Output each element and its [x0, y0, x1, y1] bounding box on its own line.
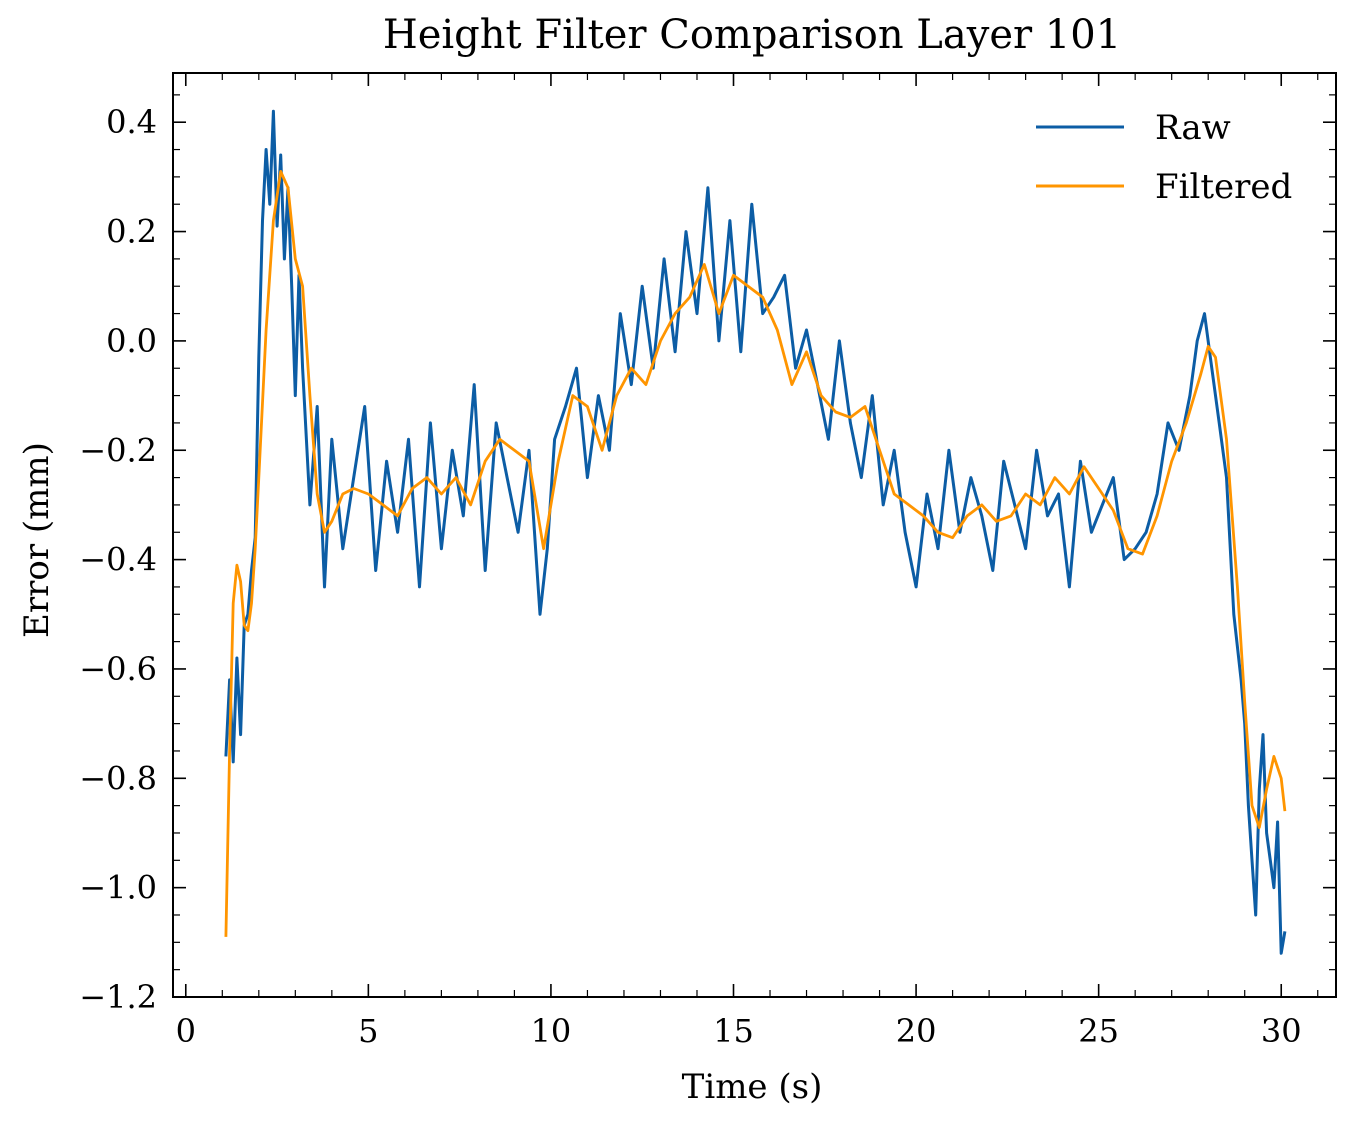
plot-area — [224, 109, 1287, 955]
legend-label-filtered: Filtered — [1155, 167, 1292, 207]
y-tick-label: 0.4 — [106, 103, 157, 141]
legend-label-raw: Raw — [1155, 108, 1231, 148]
y-tick-label: 0.2 — [106, 213, 157, 251]
series-line-filtered — [224, 169, 1287, 937]
x-tick-label: 0 — [176, 1012, 196, 1050]
x-tick-label: 15 — [713, 1012, 754, 1050]
y-tick-label: 0.0 — [106, 322, 157, 360]
y-tick-label: −1.0 — [79, 869, 157, 907]
x-axis-label: Time (s) — [682, 1067, 823, 1107]
x-tick-label: 5 — [358, 1012, 378, 1050]
x-tick-label: 20 — [896, 1012, 937, 1050]
series-line-raw — [224, 109, 1287, 955]
y-tick-label: −0.6 — [79, 650, 157, 688]
x-tick-label: 30 — [1261, 1012, 1302, 1050]
chart-title: Height Filter Comparison Layer 101 — [383, 12, 1121, 58]
x-tick-label: 25 — [1078, 1012, 1119, 1050]
y-axis-label: Error (mm) — [17, 442, 57, 638]
y-tick-label: −0.2 — [79, 431, 157, 469]
y-tick-label: −0.8 — [79, 759, 157, 797]
x-tick-label: 10 — [531, 1012, 572, 1050]
legend: Raw Filtered — [1036, 108, 1292, 207]
plot-frame — [172, 72, 1337, 998]
axis-ticks: 0 5 10 15 20 25 30 −1.2 −1.0 −0.8 −0.6 −0.4 −0.2 0.0 0… — [79, 73, 1336, 1050]
y-tick-label: −1.2 — [79, 978, 157, 1016]
y-tick-label: −0.4 — [79, 541, 157, 579]
